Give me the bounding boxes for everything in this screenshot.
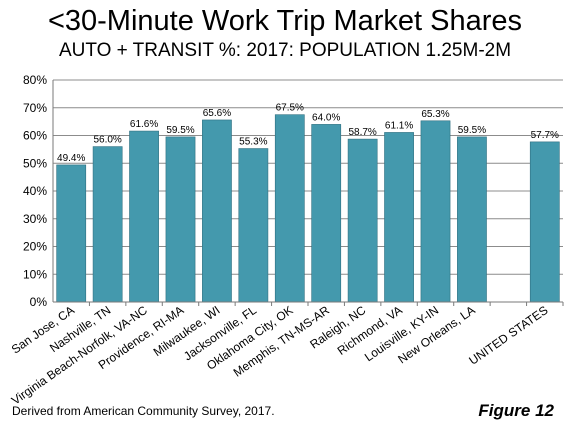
y-tick-label: 50% [23,156,47,170]
data-label: 65.6% [203,108,231,119]
data-label: 59.5% [166,125,194,136]
data-label: 58.7% [348,127,376,138]
bar [202,119,232,303]
data-label: 67.5% [276,103,304,114]
bar [56,164,87,303]
y-tick-label: 10% [23,267,47,281]
bar [274,114,305,303]
data-label: 61.1% [385,120,413,131]
chart-title: <30-Minute Work Trip Market Shares [47,5,523,37]
axes [52,80,564,306]
y-tick-label: 30% [23,212,47,226]
bar [457,136,487,303]
data-label: 64.0% [312,112,340,123]
figure-label: Figure 12 [478,401,554,420]
chart-subtitle: AUTO + TRANSIT %: 2017: POPULATION 1.25M… [58,40,512,61]
y-tick-label: 60% [23,129,47,143]
y-tick-label: 80% [23,73,47,87]
bar [311,124,342,303]
bar [420,120,451,303]
bar [238,148,269,303]
y-tick-label: 70% [23,101,47,115]
category-label: UNITED STATES [466,303,550,368]
data-label: 61.6% [130,119,158,130]
source-note: Derived from American Community Survey, … [12,404,275,418]
bar [347,138,378,303]
bar [129,130,159,303]
category-label: Virginia Beach-Norfolk, VA-NC [9,303,150,408]
data-label: 65.3% [421,109,449,120]
data-label: 49.4% [57,153,85,164]
y-tick-label: 20% [23,240,47,254]
data-label: 59.5% [458,125,486,136]
y-tick-label: 40% [23,184,47,198]
bar [384,132,414,303]
bar [165,136,196,303]
data-label: 57.7% [531,130,559,141]
bar [529,141,560,303]
data-label: 55.3% [239,137,267,148]
y-tick-label: 0% [30,295,48,309]
bars [56,114,560,303]
data-label: 56.0% [93,135,121,146]
bar [92,146,123,303]
